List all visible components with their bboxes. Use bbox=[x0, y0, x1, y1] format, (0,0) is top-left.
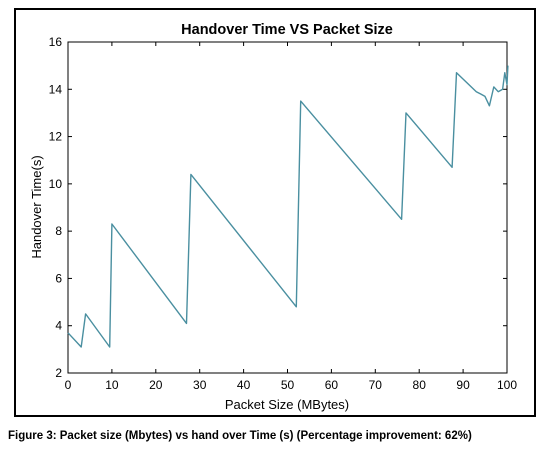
plot-area bbox=[67, 41, 508, 374]
y-tick-label: 4 bbox=[55, 319, 62, 333]
y-tick-label: 6 bbox=[55, 271, 62, 285]
series-line bbox=[67, 65, 509, 348]
y-tick-label: 8 bbox=[55, 224, 62, 238]
x-tick-label: 90 bbox=[456, 378, 470, 392]
y-tick-label: 12 bbox=[49, 130, 63, 144]
y-tick-label: 14 bbox=[49, 82, 63, 96]
chart-title: Handover Time VS Packet Size bbox=[181, 22, 393, 38]
x-tick-label: 80 bbox=[413, 378, 427, 392]
y-tick-label: 10 bbox=[49, 177, 63, 191]
y-axis-label: Handover Time(s) bbox=[29, 155, 44, 258]
x-axis-ticks: 0 10 20 30 40 50 60 70 80 90 100 bbox=[65, 42, 517, 392]
x-tick-label: 100 bbox=[497, 378, 517, 392]
x-tick-label: 20 bbox=[149, 378, 163, 392]
y-tick-label: 16 bbox=[49, 35, 63, 49]
x-axis-label: Packet Size (MBytes) bbox=[225, 397, 349, 412]
x-tick-label: 0 bbox=[65, 378, 72, 392]
x-tick-label: 60 bbox=[325, 378, 339, 392]
y-tick-label: 2 bbox=[55, 366, 62, 380]
y-axis-ticks: 2 4 6 8 10 12 14 16 bbox=[49, 35, 507, 380]
figure-caption: Figure 3: Packet size (Mbytes) vs hand o… bbox=[8, 430, 472, 442]
x-tick-label: 10 bbox=[105, 378, 119, 392]
x-tick-label: 40 bbox=[237, 378, 251, 392]
x-tick-label: 50 bbox=[281, 378, 295, 392]
x-tick-label: 30 bbox=[193, 378, 207, 392]
x-tick-label: 70 bbox=[369, 378, 383, 392]
